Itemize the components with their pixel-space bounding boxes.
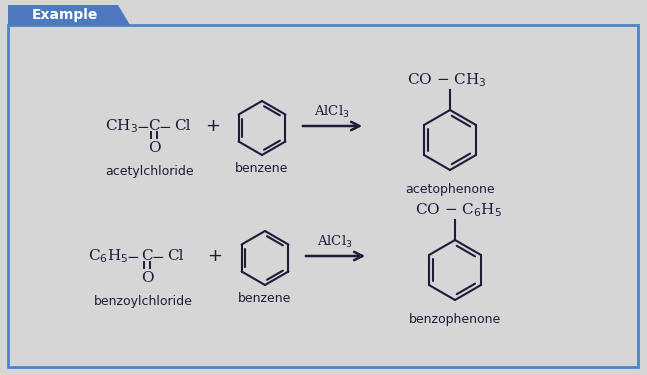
Text: +: + [206, 117, 221, 135]
Text: CO $-$ CH$_3$: CO $-$ CH$_3$ [407, 71, 487, 89]
Text: $-$: $-$ [126, 249, 140, 263]
Text: benzophenone: benzophenone [409, 314, 501, 327]
Text: Cl: Cl [167, 249, 184, 263]
Text: acetophenone: acetophenone [405, 183, 495, 196]
Text: benzene: benzene [238, 291, 292, 304]
Text: C$_6$H$_5$: C$_6$H$_5$ [88, 247, 128, 265]
Text: CO $-$ C$_6$H$_5$: CO $-$ C$_6$H$_5$ [415, 201, 501, 219]
Text: O: O [148, 141, 160, 155]
FancyBboxPatch shape [8, 25, 638, 367]
Text: O: O [140, 271, 153, 285]
Text: +: + [208, 247, 223, 265]
Text: Example: Example [32, 8, 98, 22]
Text: C: C [141, 249, 153, 263]
Text: benzene: benzene [236, 162, 289, 174]
Text: CH$_3$: CH$_3$ [105, 117, 138, 135]
Text: $-$: $-$ [159, 119, 171, 133]
Text: AlCl$_3$: AlCl$_3$ [317, 234, 353, 250]
Text: $-$: $-$ [137, 119, 149, 133]
Text: benzoylchloride: benzoylchloride [94, 296, 192, 309]
Text: Cl: Cl [174, 119, 190, 133]
Polygon shape [8, 5, 130, 25]
Text: C: C [148, 119, 160, 133]
Text: AlCl$_3$: AlCl$_3$ [314, 104, 350, 120]
Text: $-$: $-$ [151, 249, 164, 263]
Text: acetylchloride: acetylchloride [105, 165, 194, 178]
